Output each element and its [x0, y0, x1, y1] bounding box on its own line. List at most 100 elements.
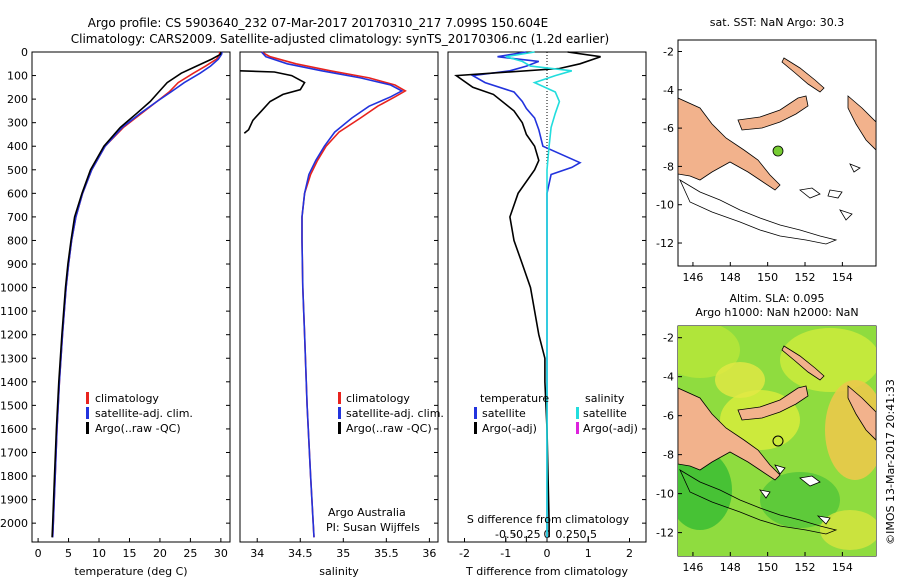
- heatmap-cell: [820, 510, 876, 550]
- legend-label-s-argo: Argo(-adj): [583, 422, 638, 435]
- legend-swatch-s-satellite: [576, 407, 579, 419]
- sla-heatmap: [678, 326, 876, 556]
- y-tick-label: 1500: [0, 399, 28, 412]
- y-tick-label: 1100: [0, 305, 28, 318]
- y-tick-label: -8: [663, 449, 674, 462]
- y-tick-label: 700: [7, 211, 28, 224]
- sla-map: Altim. SLA: 0.095 Argo h1000: NaN h2000:…: [656, 292, 877, 574]
- y-tick-label: -2: [663, 45, 674, 58]
- x-tick-label: 35: [336, 547, 350, 560]
- legend-swatch-climatology: [86, 392, 89, 404]
- argo-location-marker: [772, 435, 784, 447]
- x-tick-label: 0: [35, 547, 42, 560]
- x-tick-label: 2: [626, 547, 633, 560]
- legend-label-argo: Argo(..raw -QC): [346, 422, 432, 435]
- y-tick-label: 1600: [0, 423, 28, 436]
- x-tick-label: 35.5: [374, 547, 399, 560]
- x-tick-label: 154: [832, 271, 853, 284]
- x-tick-label: 152: [795, 561, 816, 574]
- legend-label-s-satellite: satellite: [583, 407, 627, 420]
- y-tick-label: 900: [7, 258, 28, 271]
- islands: [799, 163, 861, 221]
- x-tick-label: 150: [757, 271, 778, 284]
- legend-label-satellite: satellite-adj. clim.: [95, 407, 193, 420]
- y-tick-label: 1800: [0, 470, 28, 483]
- y-tick-label: -12: [656, 237, 674, 250]
- y-tick-label: -8: [663, 160, 674, 173]
- difference-xlabel-top: S difference from climatology: [467, 513, 630, 526]
- x-tick-label: 10: [92, 547, 106, 560]
- legend-swatch-argo: [86, 422, 89, 434]
- series-line: [454, 51, 601, 538]
- y-tick-label: 200: [7, 93, 28, 106]
- heatmap-cell: [678, 326, 740, 378]
- new-ireland-land: [781, 345, 825, 381]
- y-tick-label: -2: [663, 332, 674, 345]
- y-tick-label: 600: [7, 187, 28, 200]
- y-tick-label: 100: [7, 70, 28, 83]
- legend-swatch-t-argo: [474, 422, 477, 434]
- y-tick-label: 1000: [0, 282, 28, 295]
- difference-legend: temperature salinity satellite Argo(-adj…: [474, 392, 638, 435]
- x-tick-label: 152: [795, 271, 816, 284]
- x-tick-top-label: -0.5: [495, 528, 516, 541]
- x-tick-label: 15: [122, 547, 136, 560]
- y-tick-label: 500: [7, 164, 28, 177]
- sla-map-title-line2: Argo h1000: NaN h2000: NaN: [695, 306, 858, 319]
- new-britain-land: [737, 385, 809, 421]
- legend-label-t-argo: Argo(-adj): [482, 422, 537, 435]
- y-tick-label: 800: [7, 234, 28, 247]
- new-britain-land: [737, 95, 809, 131]
- series-line: [51, 51, 222, 538]
- salinity-panel: 34 34.5 35 35.5 36 salinity climatology sate…: [239, 51, 444, 578]
- difference-xlabel: T difference from climatology: [465, 565, 628, 578]
- sla-map-land: [678, 345, 876, 535]
- x-tick-label: 1: [585, 547, 592, 560]
- y-tick-label: -10: [656, 488, 674, 501]
- y-tick-label: -6: [663, 410, 674, 423]
- annotation-institution: Argo Australia: [328, 506, 406, 519]
- x-tick-label: 148: [720, 561, 741, 574]
- x-tick-label: 148: [720, 271, 741, 284]
- x-tick-label: 150: [757, 561, 778, 574]
- x-tick-label: 30: [214, 547, 228, 560]
- sst-map-title: sat. SST: NaN Argo: 30.3: [710, 16, 844, 29]
- y-tick-label: -4: [663, 371, 674, 384]
- temperature-axes: [31, 51, 231, 543]
- islands: [759, 464, 831, 525]
- annotation-pi: PI: Susan Wijffels: [326, 521, 420, 534]
- new-guinea-land: [678, 387, 781, 481]
- y-tick-label: 1700: [0, 446, 28, 459]
- x-tick-label: 154: [832, 561, 853, 574]
- argo-location-marker: [772, 145, 784, 157]
- y-tick-label: -12: [656, 527, 674, 540]
- x-tick-label: 20: [153, 547, 167, 560]
- y-tick-label: -10: [656, 199, 674, 212]
- y-tick-label: 400: [7, 140, 28, 153]
- coastline: [679, 178, 838, 245]
- salinity-axes: [239, 51, 439, 543]
- y-tick-label: 1900: [0, 494, 28, 507]
- header-line2: Climatology: CARS2009. Satellite-adjuste…: [71, 32, 609, 46]
- y-tick-label: 300: [7, 117, 28, 130]
- y-tick-label: -6: [663, 122, 674, 135]
- x-tick-label: 146: [682, 561, 703, 574]
- legend-label-argo: Argo(..raw -QC): [95, 422, 181, 435]
- y-tick-label: 2000: [0, 517, 28, 530]
- sst-map: sat. SST: NaN Argo: 30.3 146 148 150 152 154…: [656, 16, 877, 284]
- y-tick-label: 0: [21, 46, 28, 59]
- series-line: [239, 70, 306, 134]
- temperature-panel: 0100200300400500600700800900100011001200…: [0, 46, 231, 578]
- legend-label-satellite: satellite-adj. clim.: [346, 407, 444, 420]
- legend-label-climatology: climatology: [95, 392, 159, 405]
- legend-swatch-argo: [338, 422, 341, 434]
- new-guinea-land: [678, 97, 781, 191]
- y-tick-label: 1200: [0, 329, 28, 342]
- legend-swatch-s-argo: [576, 422, 579, 434]
- new-ireland-land: [781, 57, 825, 93]
- heatmap-cell: [760, 472, 840, 528]
- difference-panel: -2 -1 0 1 2-0.5-0.25 0 0.25 0.5 S difference fr…: [447, 51, 647, 578]
- bougainville-land: [847, 385, 876, 441]
- x-tick-label: 34.5: [288, 547, 313, 560]
